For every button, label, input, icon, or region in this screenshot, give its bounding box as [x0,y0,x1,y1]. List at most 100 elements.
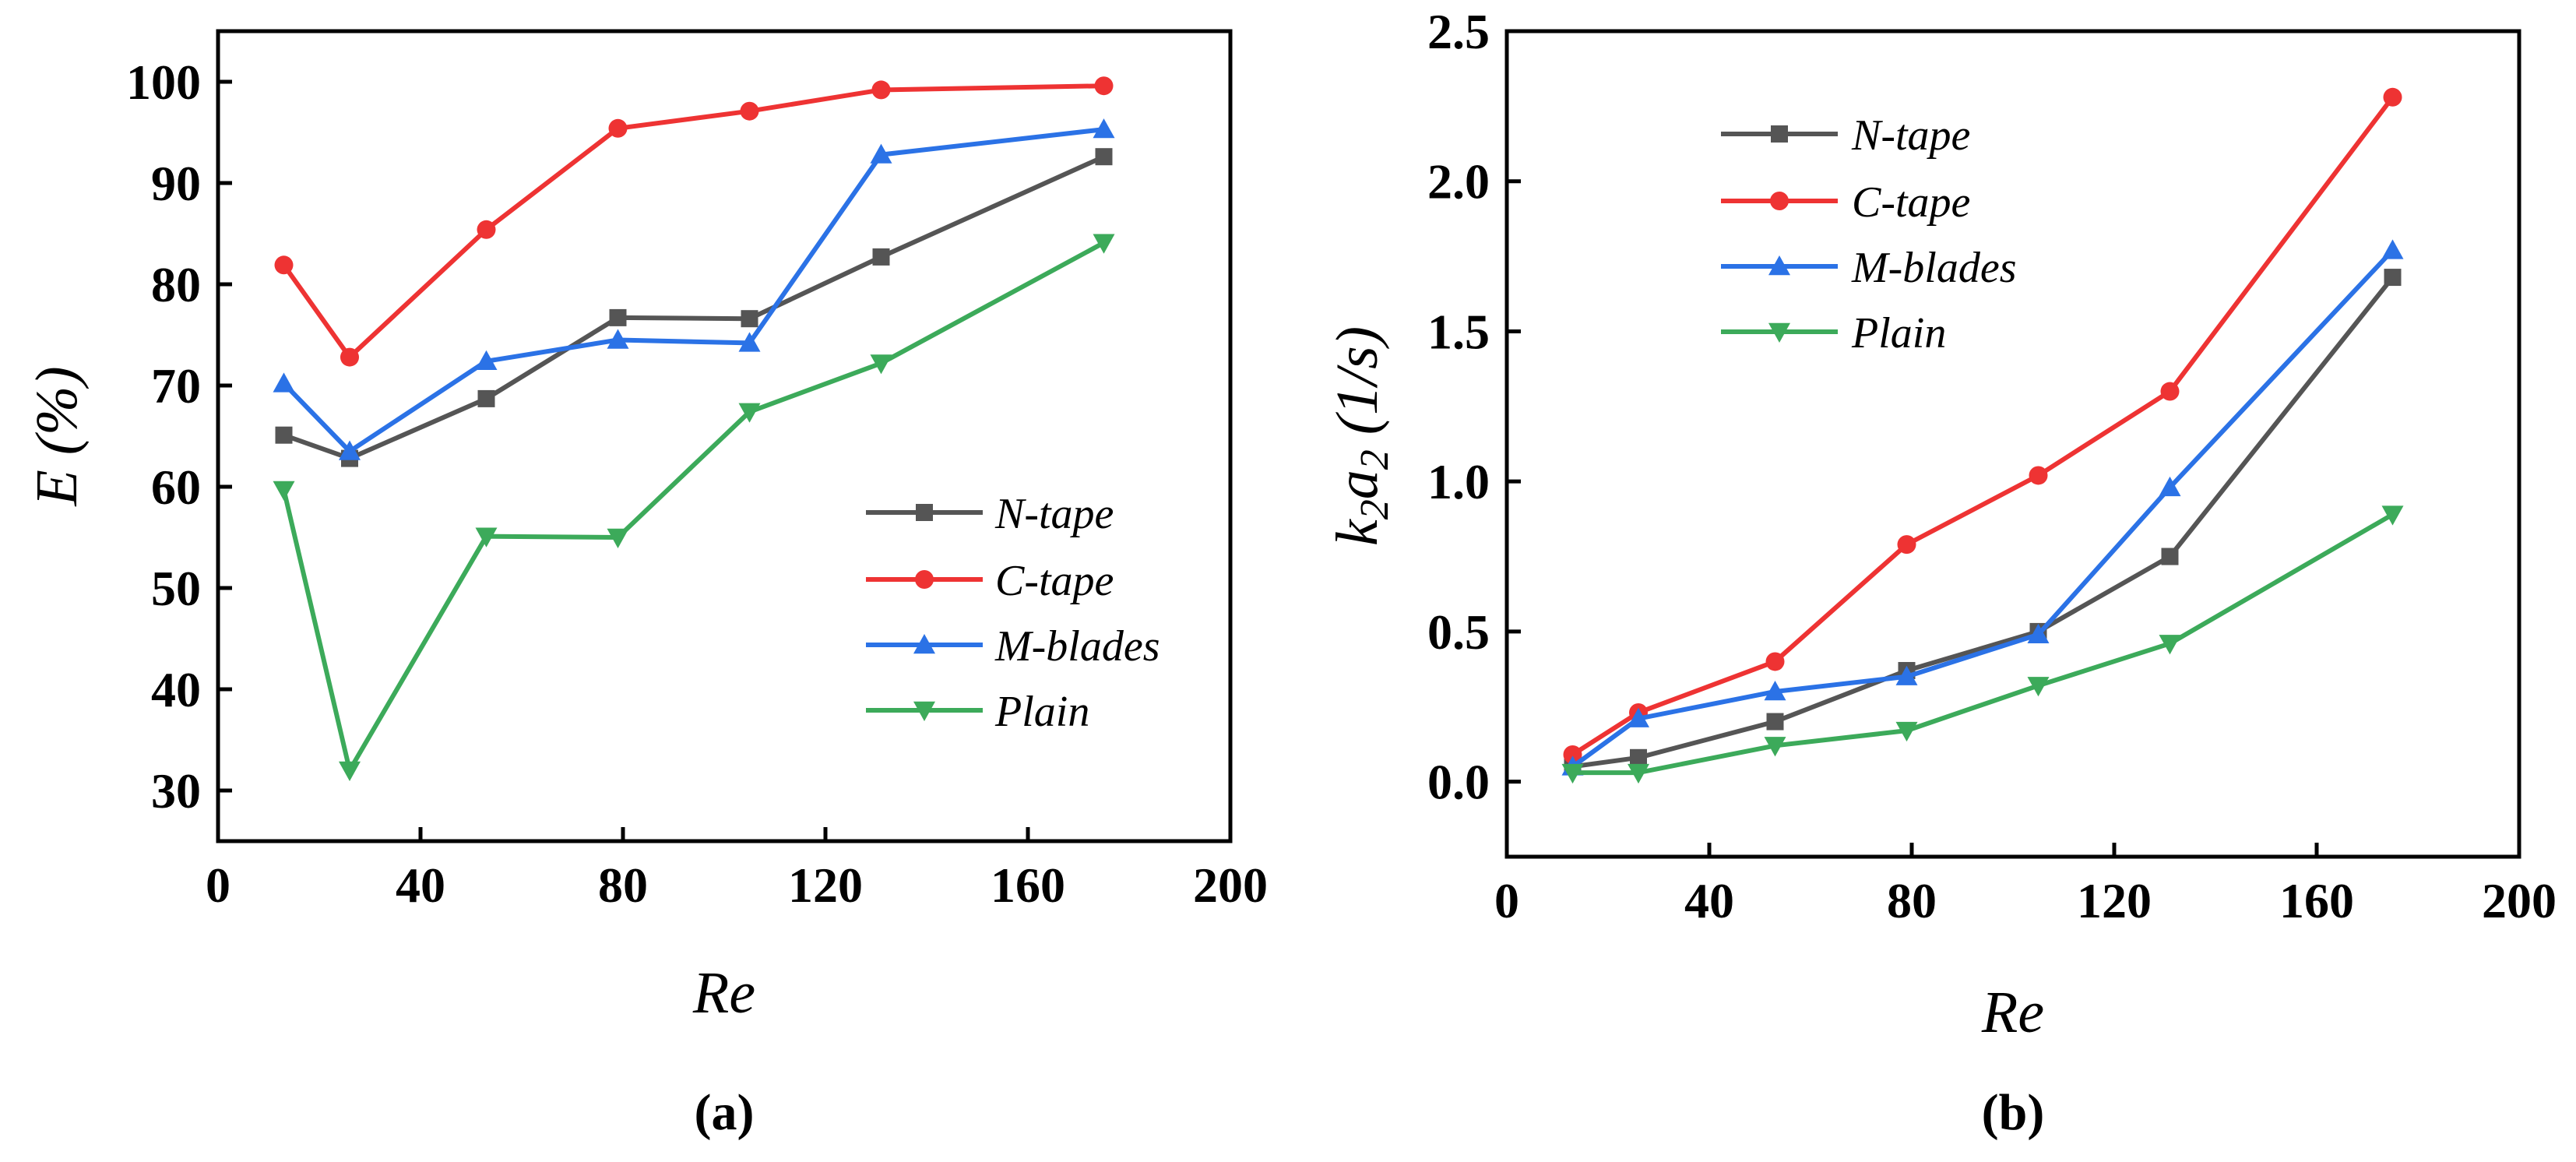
chart-a-y-tick-label-40: 40 [151,662,201,717]
chart-a-legend-plain-label: Plain [994,688,1089,736]
chart-b-y-tick-label-0-0: 0.0 [1427,755,1490,810]
chart-a-point-n-tape-53 [477,389,495,407]
chart-b-y-tick-label-1-0: 1.0 [1427,454,1490,509]
chart-a-point-c-tape-26 [340,347,359,367]
chart-b-legend-m-blades-marker-shape [1768,255,1790,276]
chart-b: 0 40 80 120 160 200 0.00.51.01.52.02.5 Re k2a… [1325,4,2557,1141]
chart-a-legend: N-tape C-tape M-blades Plain [866,490,1160,736]
chart-b-point-n-tape-175 [2384,269,2402,287]
chart-a-legend-m-blades-marker [913,634,935,654]
chart-a-x-tick-label-80: 80 [598,857,648,913]
chart-a-point-m-blades-79 [607,329,629,349]
chart-b-y-axis-title-k-sub: 2 [1353,499,1397,519]
chart-a-legend-m-blades: M-blades [866,622,1160,671]
chart-b-y-tick-label-0-5: 0.5 [1427,604,1490,660]
chart-a-legend-c-tape-label: C-tape [995,557,1114,605]
chart-b-y-axis-title-a-sub: 2 [1353,449,1397,470]
chart-a-point-plain-175 [1093,234,1115,254]
chart-a-legend-m-blades-marker-shape [913,634,935,654]
chart-b-x-tick-label-120: 120 [2077,873,2152,928]
chart-a-point-c-tape-131 [871,80,891,100]
chart-b-point-c-tape-131 [2160,382,2180,401]
chart-a-point-plain-105 [738,403,761,423]
chart-a-y-tick-label-100: 100 [126,55,201,110]
chart-a-legend-n-tape-marker [916,504,933,521]
chart-a-y-tick-label-90: 90 [151,156,201,211]
chart-a-point-plain-13 [273,481,295,501]
chart-a-y-tick-label-60: 60 [151,460,201,515]
chart-b-point-m-blades-175 [2381,239,2404,259]
chart-a-x-axis-title: Re [692,960,755,1026]
chart-a-point-c-tape-53 [477,220,496,239]
chart-b-y-axis-title-k: k [1325,519,1390,546]
chart-a-point-c-tape-13 [274,255,294,275]
chart-a-y-tick-label-30: 30 [151,763,201,819]
chart-b-point-n-tape-131 [2161,548,2179,565]
chart-a: 0 40 80 120 160 200 30 40 50 60 70 80 90 100 Re E (%… [24,29,1268,1141]
chart-b-y-axis-title-unit: (1/s) [1325,326,1390,449]
chart-a-x-tick-label-120: 120 [788,857,863,913]
chart-b-point-plain-131 [2159,635,2181,655]
chart-b-point-c-tape-53 [1765,652,1785,671]
chart-a-legend-c-tape-marker-shape [915,570,934,589]
chart-a-x-tick-label-0: 0 [206,857,231,913]
chart-b-y-tick-label-1-5: 1.5 [1427,304,1490,359]
chart-b-series-c-tape-line [1571,95,2395,757]
chart-a-point-plain-131 [870,354,892,375]
chart-a-point-c-tape-105 [740,101,759,121]
chart-a-point-n-tape-175 [1095,148,1113,166]
chart-a-series-plain-line [281,241,1105,773]
chart-b-legend-c-tape: C-tape [1721,178,1970,227]
chart-b-legend-n-tape-marker [1771,125,1788,143]
chart-b-legend-n-tape-marker-shape [1771,125,1788,143]
chart-a-x-tick-label-160: 160 [991,857,1065,913]
chart-a-legend-m-blades-label: M-blades [994,622,1160,671]
chart-a-panel-label: (a) [695,1084,755,1141]
chart-b-x-axis-title: Re [1981,980,2044,1045]
chart-b-point-m-blades-131 [2159,476,2181,497]
chart-a-y-ticks: 30 40 50 60 70 80 90 100 [126,55,232,819]
chart-b-y-tick-label-2-0: 2.0 [1427,154,1490,210]
chart-b-point-plain-13 [1561,763,1584,784]
chart-a-y-tick-label-70: 70 [151,358,201,414]
chart-a-x-tick-label-200: 200 [1193,857,1268,913]
chart-b-point-plain-53 [1764,737,1786,757]
chart-b-y-tick-label-2-5: 2.5 [1427,4,1490,59]
chart-b-legend-m-blades-label: M-blades [1851,244,2017,292]
chart-b-legend-n-tape-label: N-tape [1851,111,1970,160]
chart-a-point-c-tape-175 [1094,76,1114,96]
chart-a-point-m-blades-13 [273,372,295,393]
chart-b-y-axis-title: k2a2 (1/s) [1325,326,1397,546]
chart-a-legend-c-tape: C-tape [866,557,1114,605]
chart-b-point-m-blades-105 [2027,623,2050,643]
chart-a-point-m-blades-175 [1093,118,1115,139]
chart-a-point-m-blades-131 [870,143,892,164]
chart-a-frame [216,29,1233,843]
chart-a-legend-plain-marker-shape [913,701,935,721]
chart-a-y-tick-label-50: 50 [151,561,201,616]
chart-a-legend-c-tape-marker [915,570,934,589]
chart-b-frame [1504,29,2521,859]
chart-b-panel-label: (b) [1982,1084,2045,1141]
chart-a-point-n-tape-13 [275,426,293,444]
chart-a-series [273,76,1115,781]
chart-a-y-axis-title: E (%) [24,366,90,506]
chart-b-y-ticks: 0.0 0.5 1.0 1.5 2.0 2.5 [1427,4,1521,810]
chart-b-legend-c-tape-label: C-tape [1852,178,1970,227]
chart-b-legend: N-tape C-tape M-blades Plain [1721,111,2017,357]
chart-b-x-ticks: 0 40 80 120 160 200 [1494,843,2557,928]
chart-b-legend-plain-marker [1768,322,1790,343]
chart-b-y-axis-title-a: a [1325,470,1390,499]
chart-b-legend-c-tape-marker [1770,192,1789,210]
chart-b-point-n-tape-26 [1630,748,1647,766]
chart-a-legend-n-tape-label: N-tape [994,490,1114,538]
chart-b-legend-n-tape: N-tape [1721,111,1970,160]
chart-a-point-n-tape-105 [741,310,758,328]
chart-a-point-n-tape-79 [609,308,627,326]
chart-b-x-tick-label-80: 80 [1887,873,1937,928]
chart-a-point-plain-53 [475,527,498,548]
chart-b-x-tick-label-0: 0 [1494,873,1519,928]
chart-b-legend-m-blades-marker [1768,255,1790,276]
chart-b-x-tick-label-160: 160 [2279,873,2354,928]
chart-a-x-ticks: 0 40 80 120 160 200 [206,827,1268,913]
